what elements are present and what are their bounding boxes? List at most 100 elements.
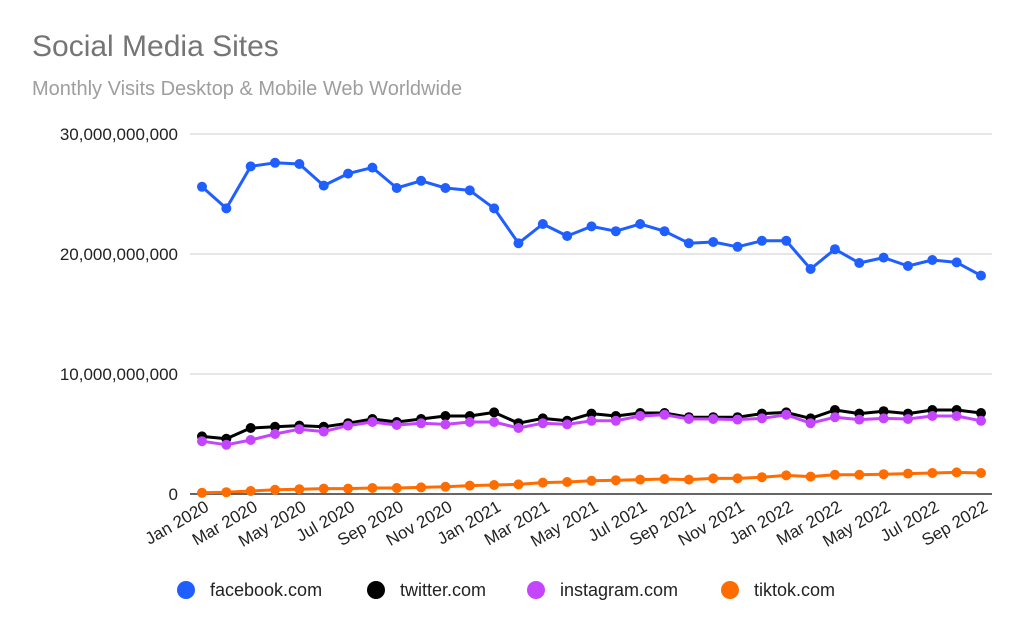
data-point bbox=[562, 231, 573, 241]
data-point bbox=[513, 238, 524, 249]
legend-marker bbox=[527, 581, 545, 599]
data-point bbox=[683, 238, 694, 249]
data-point bbox=[708, 473, 719, 484]
data-point bbox=[805, 418, 816, 429]
data-point bbox=[294, 424, 305, 435]
data-point bbox=[367, 162, 378, 173]
data-point bbox=[732, 414, 743, 425]
data-point bbox=[440, 183, 451, 193]
data-point bbox=[781, 409, 792, 420]
data-point bbox=[781, 470, 792, 481]
data-point bbox=[197, 487, 207, 498]
legend-marker bbox=[177, 581, 195, 599]
series-line-facebook bbox=[201, 161, 982, 277]
data-point bbox=[756, 472, 767, 483]
data-point bbox=[221, 487, 232, 498]
data-point bbox=[245, 161, 256, 172]
data-point bbox=[197, 436, 207, 447]
data-point bbox=[391, 183, 402, 193]
data-point bbox=[245, 423, 256, 433]
data-point bbox=[927, 255, 938, 265]
data-point bbox=[464, 417, 475, 427]
data-point bbox=[537, 418, 548, 429]
data-point bbox=[416, 175, 427, 186]
data-point bbox=[902, 468, 913, 479]
data-point bbox=[951, 467, 962, 478]
data-point bbox=[440, 419, 451, 430]
data-point bbox=[976, 270, 986, 281]
data-point bbox=[464, 185, 475, 196]
data-point bbox=[732, 473, 743, 484]
y-tick-label: 0 bbox=[169, 485, 178, 504]
data-point bbox=[878, 413, 889, 424]
data-point bbox=[318, 180, 329, 191]
data-point bbox=[829, 469, 840, 480]
data-point bbox=[270, 429, 281, 439]
data-point bbox=[367, 483, 378, 493]
data-point bbox=[610, 475, 621, 486]
data-point bbox=[927, 468, 938, 478]
data-point bbox=[781, 235, 792, 246]
data-point bbox=[756, 413, 767, 424]
data-point bbox=[270, 484, 281, 495]
data-point bbox=[635, 474, 646, 485]
data-point bbox=[635, 219, 646, 229]
data-point bbox=[708, 237, 719, 247]
data-point bbox=[245, 435, 256, 445]
y-tick-label: 10,000,000,000 bbox=[60, 365, 178, 384]
data-point bbox=[951, 257, 962, 268]
data-point bbox=[513, 479, 524, 490]
data-point bbox=[537, 477, 548, 488]
data-point bbox=[878, 406, 889, 417]
legend-label: twitter.com bbox=[400, 580, 486, 600]
data-point bbox=[513, 423, 524, 433]
data-point bbox=[683, 474, 694, 485]
data-point bbox=[440, 411, 451, 421]
data-point bbox=[343, 420, 354, 431]
data-point bbox=[537, 219, 548, 229]
data-point bbox=[829, 405, 840, 415]
data-point bbox=[805, 471, 816, 482]
chart-subtitle: Monthly Visits Desktop & Mobile Web Worl… bbox=[32, 78, 463, 100]
data-point bbox=[586, 415, 597, 426]
data-point bbox=[854, 258, 865, 268]
data-point bbox=[756, 235, 767, 246]
data-point bbox=[318, 426, 329, 437]
data-point bbox=[270, 421, 281, 432]
data-point bbox=[805, 264, 816, 274]
data-point bbox=[854, 469, 865, 480]
data-point bbox=[976, 415, 986, 426]
data-point bbox=[854, 414, 865, 425]
data-point bbox=[294, 159, 305, 169]
legend-label: facebook.com bbox=[210, 580, 322, 600]
data-point bbox=[586, 221, 597, 232]
data-point bbox=[878, 469, 889, 480]
data-point bbox=[586, 475, 597, 486]
data-point bbox=[294, 484, 305, 495]
chart-title: Social Media Sites bbox=[32, 30, 279, 63]
data-point bbox=[489, 417, 500, 427]
data-point bbox=[659, 474, 670, 484]
legend-label: tiktok.com bbox=[754, 580, 835, 600]
data-point bbox=[416, 482, 427, 493]
data-point bbox=[902, 261, 913, 271]
data-point bbox=[659, 226, 670, 237]
data-point bbox=[683, 414, 694, 424]
data-point bbox=[829, 412, 840, 423]
data-point bbox=[489, 407, 500, 418]
data-point bbox=[976, 408, 986, 418]
data-point bbox=[708, 414, 719, 424]
data-point bbox=[391, 483, 402, 493]
data-point bbox=[197, 181, 207, 192]
data-point bbox=[829, 244, 840, 255]
data-point bbox=[976, 468, 986, 478]
data-point bbox=[245, 486, 256, 496]
data-point bbox=[270, 157, 281, 168]
data-point bbox=[635, 411, 646, 421]
legend-label: instagram.com bbox=[560, 580, 678, 600]
y-tick-label: 30,000,000,000 bbox=[60, 125, 178, 144]
data-point bbox=[391, 420, 402, 430]
data-point bbox=[562, 419, 573, 430]
data-point bbox=[440, 481, 451, 492]
